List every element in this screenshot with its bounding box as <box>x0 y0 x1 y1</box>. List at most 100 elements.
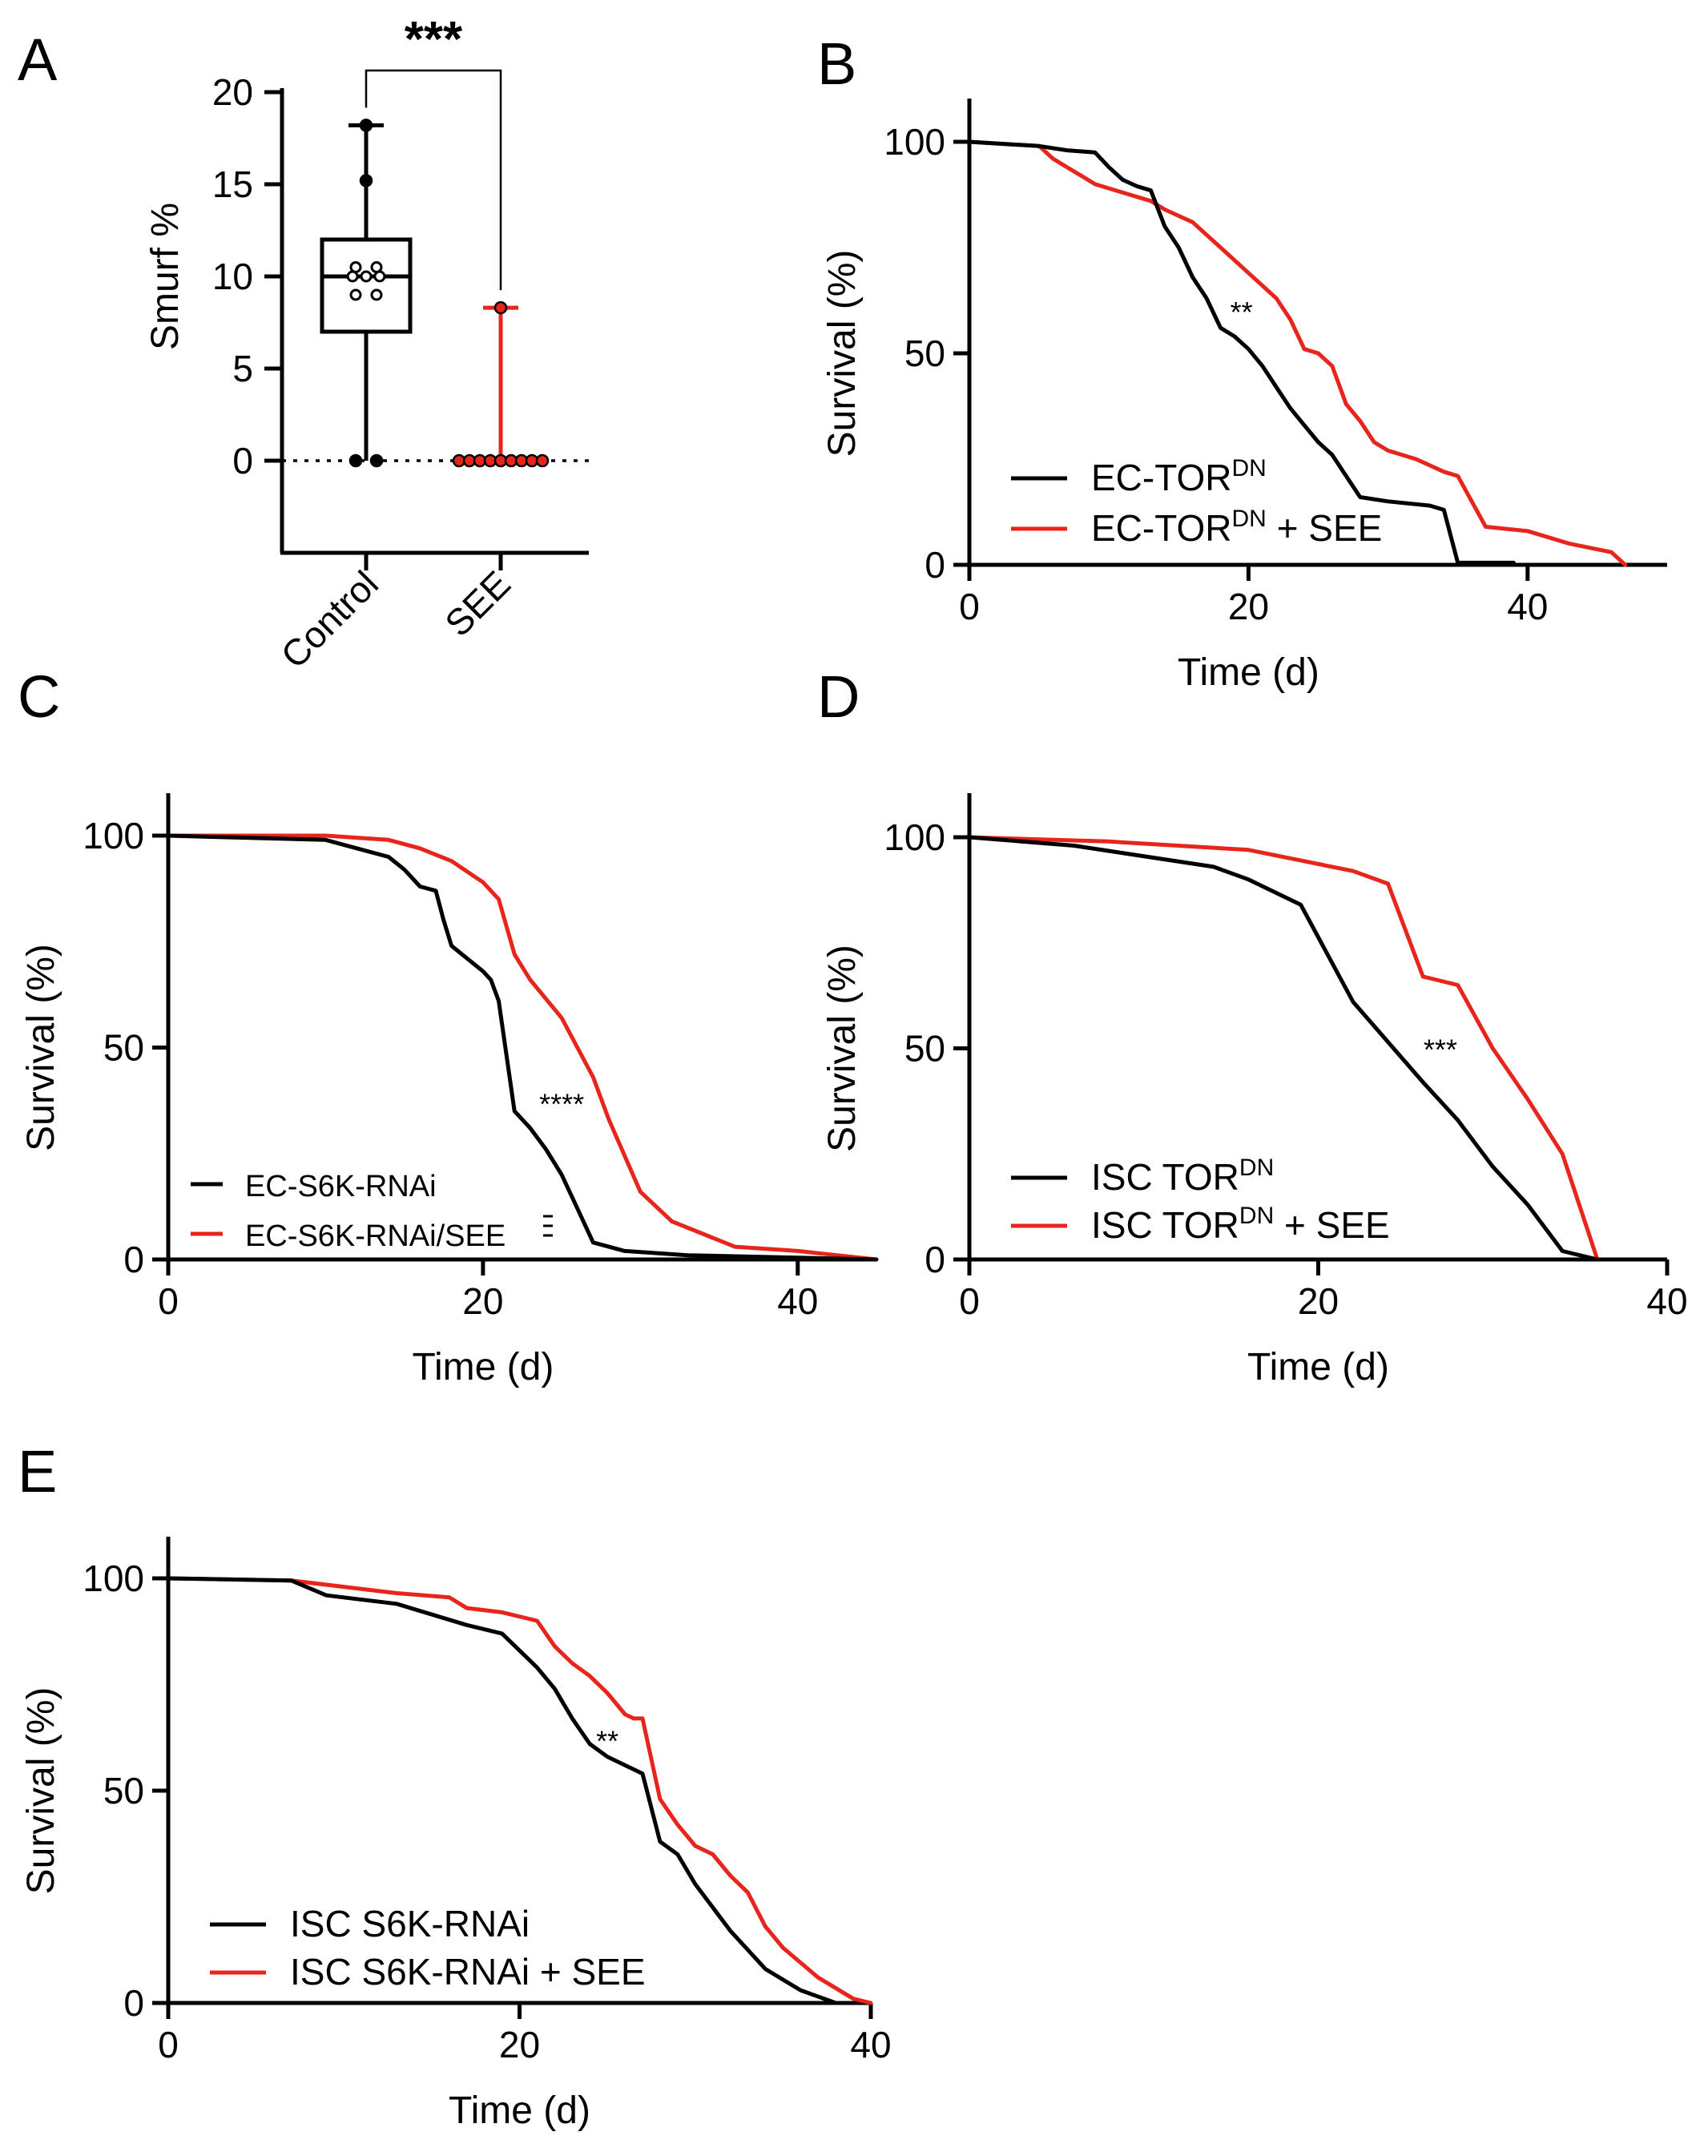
legend-label: EC-TORDN + SEE <box>1091 506 1382 549</box>
y-tick-label: 50 <box>103 1027 144 1069</box>
y-axis-title: Survival (%) <box>821 945 864 1152</box>
y-tick-label: 10 <box>212 256 253 297</box>
y-tick-label: 100 <box>83 1558 144 1599</box>
x-category-label: SEE <box>437 562 518 644</box>
legend-label-superscript: DN <box>1232 506 1267 532</box>
x-tick-label: 0 <box>959 1280 980 1322</box>
significance-label: ** <box>596 1724 618 1757</box>
data-point <box>359 174 373 187</box>
x-axis-title: Time (d) <box>449 2090 590 2132</box>
y-tick-label: 20 <box>212 71 253 113</box>
y-axis-title: Survival (%) <box>821 250 864 457</box>
x-tick-label: 20 <box>462 1280 503 1322</box>
panel-letter: C <box>18 663 60 730</box>
y-tick-label: 50 <box>103 1770 144 1811</box>
significance-bracket <box>365 69 502 291</box>
x-tick-label: 20 <box>1228 586 1269 627</box>
x-tick-label: 40 <box>1507 586 1548 627</box>
y-axis-title: Survival (%) <box>20 1687 62 1895</box>
survival-curve-treatment <box>967 139 1628 567</box>
panel-letter: A <box>18 26 58 93</box>
y-tick-label: 50 <box>904 332 945 374</box>
x-tick-label: 20 <box>1298 1280 1339 1322</box>
legend-label-suffix: + SEE <box>1267 507 1382 549</box>
legend-label: ISC S6K-RNAi <box>290 1903 530 1944</box>
x-tick-label: 0 <box>959 586 980 627</box>
panel-letter: B <box>817 30 856 97</box>
legend-label-superscript: DN <box>1239 1203 1274 1229</box>
legend: EC-S6K-RNAi EC-S6K-RNAi/SEE <box>191 1170 553 1253</box>
box-control <box>320 119 413 468</box>
legend-label-base: ISC S6K-RNAi + SEE <box>290 1951 646 1993</box>
x-axis-title: Time (d) <box>1247 1346 1389 1388</box>
x-tick-label: 40 <box>777 1280 818 1322</box>
legend-label-base: ISC TOR <box>1091 1156 1239 1198</box>
legend-label-base: ISC S6K-RNAi <box>290 1903 530 1944</box>
x-axis-title: Time (d) <box>412 1346 554 1388</box>
survival-curve-control <box>166 833 879 1262</box>
x-axis-title: Time (d) <box>1178 651 1319 694</box>
x-tick-label: 0 <box>158 1280 179 1322</box>
data-point <box>348 453 363 468</box>
box-see <box>452 300 550 468</box>
survival-curve-control <box>967 835 1600 1262</box>
legend-label: EC-TORDN <box>1091 455 1267 498</box>
panel-a: A 0 5 10 15 20 Smurf % Control SEE *** <box>18 12 589 676</box>
data-point <box>360 270 373 283</box>
y-axis-title: Survival (%) <box>20 944 62 1151</box>
y-tick-label: 0 <box>232 440 253 482</box>
panel-b: B 0 50 100 0 20 40 Time (d) Survival (%) ** EC-TOR… <box>817 30 1667 694</box>
legend-label-base: EC-TOR <box>1091 457 1232 498</box>
y-tick-label: 0 <box>924 544 945 586</box>
significance-label: **** <box>539 1087 584 1120</box>
y-tick-label: 0 <box>123 1982 144 2024</box>
y-tick-label: 0 <box>123 1239 144 1280</box>
y-tick-label: 100 <box>884 121 945 163</box>
x-tick-label: 40 <box>850 2024 891 2065</box>
panel-e: E 0 50 100 0 20 40 Time (d) Survival (%) ** ISC S6… <box>18 1438 892 2132</box>
data-point <box>346 270 359 283</box>
legend-label-base: EC-S6K-RNAi/SEE <box>245 1219 506 1253</box>
data-point <box>369 453 384 468</box>
legend-label-base: EC-S6K-RNAi <box>245 1170 437 1203</box>
x-tick-label: 20 <box>499 2024 540 2065</box>
survival-curve-control <box>166 1576 838 2005</box>
y-tick-label: 15 <box>212 163 253 205</box>
legend-label-base: ISC TOR <box>1091 1204 1239 1246</box>
legend-label: ISC TORDN <box>1091 1155 1274 1198</box>
y-tick-label: 50 <box>904 1028 945 1070</box>
legend-label-suffix: + SEE <box>1274 1204 1389 1246</box>
legend-label: ISC S6K-RNAi + SEE <box>290 1951 646 1993</box>
survival-curve-treatment <box>166 1576 873 2005</box>
data-point <box>359 119 373 132</box>
legend-label-superscript: DN <box>1239 1155 1274 1181</box>
y-axis-title: Smurf % <box>144 203 187 350</box>
data-point <box>370 288 383 301</box>
survival-curve-control <box>967 139 1516 565</box>
legend-label: EC-S6K-RNAi/SEE <box>245 1219 506 1253</box>
survival-curve-treatment <box>166 833 879 1262</box>
x-category-label: Control <box>272 562 386 676</box>
panel-d: D 0 50 100 0 20 40 Time (d) Survival (%) *** ISC T… <box>817 663 1688 1388</box>
y-tick-label: 100 <box>884 816 945 858</box>
legend-label-superscript: DN <box>1232 455 1267 482</box>
legend-label-base: EC-TOR <box>1091 507 1232 549</box>
data-point <box>349 288 362 301</box>
x-tick-label: 0 <box>158 2024 179 2065</box>
legend: ISC S6K-RNAi ISC S6K-RNAi + SEE <box>210 1903 646 1993</box>
legend-label: EC-S6K-RNAi <box>245 1170 437 1203</box>
significance-label: *** <box>405 12 463 67</box>
data-point <box>493 300 508 315</box>
y-tick-label: 5 <box>232 348 253 389</box>
panel-letter: E <box>18 1438 57 1505</box>
survival-curve-treatment <box>967 835 1600 1262</box>
significance-label: ** <box>1231 296 1253 328</box>
legend-label: ISC TORDN + SEE <box>1091 1203 1390 1246</box>
x-tick-label: 40 <box>1646 1280 1687 1322</box>
y-tick-label: 100 <box>83 815 144 856</box>
significance-label: *** <box>1424 1034 1457 1066</box>
panel-c: C 0 50 100 0 20 40 Time (d) Survival (%) **** EC-S… <box>18 663 879 1388</box>
